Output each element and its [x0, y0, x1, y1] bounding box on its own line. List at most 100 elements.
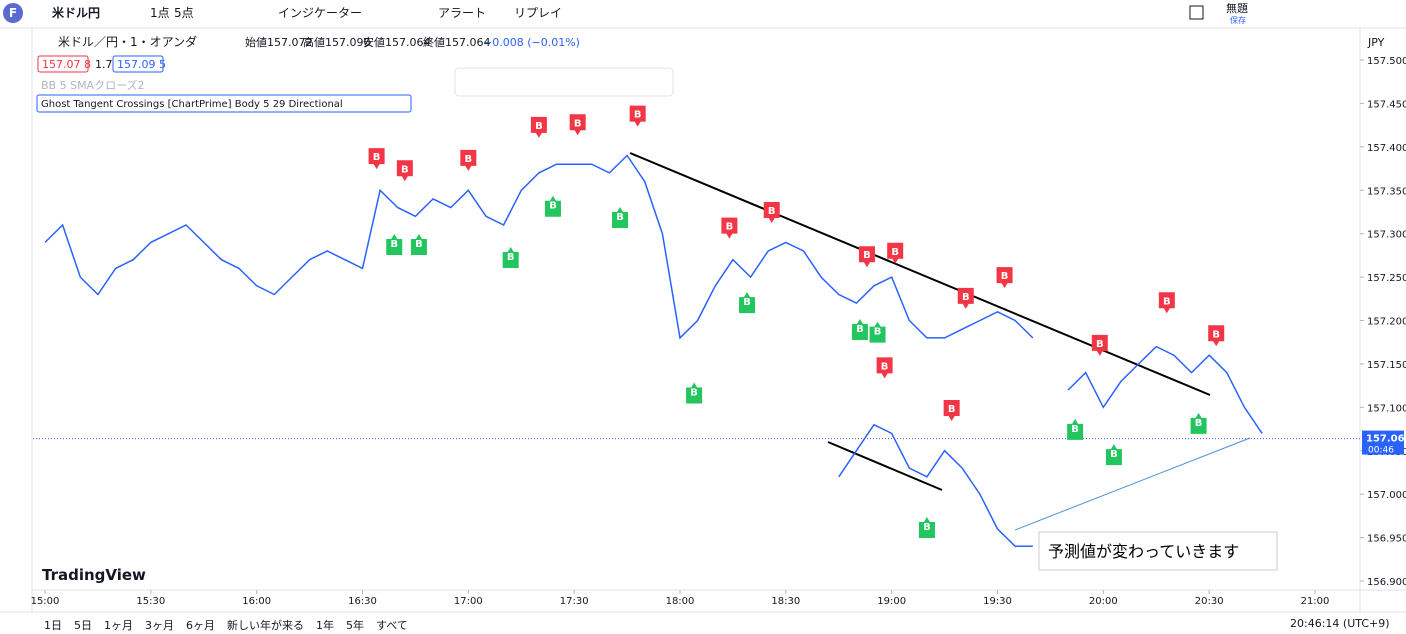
- clock: 20:46:14 (UTC+9): [1290, 617, 1390, 630]
- signal-label: B: [390, 239, 398, 250]
- x-tick-label: 16:30: [348, 596, 377, 607]
- sell-signal: [1208, 325, 1225, 347]
- buy-signal: [1190, 412, 1207, 434]
- buy-signal: [612, 207, 629, 229]
- range-button[interactable]: 新しい年が来る: [227, 618, 304, 632]
- signal-label: B: [415, 239, 423, 250]
- signal-label: B: [373, 152, 381, 163]
- sell-signal: [1091, 334, 1108, 356]
- y-tick-label: 157.200: [1367, 317, 1406, 328]
- arrow-line: [1014, 437, 1251, 531]
- layout-name[interactable]: 無題: [1226, 1, 1248, 15]
- countdown: 00:46: [1368, 446, 1394, 456]
- avatar[interactable]: [3, 3, 23, 23]
- signal-label: B: [574, 118, 582, 129]
- interval[interactable]: 5点: [174, 6, 194, 20]
- range-button[interactable]: 1年: [316, 618, 334, 632]
- drawing-toolbar[interactable]: [454, 67, 674, 97]
- y-tick-label: 157.100: [1367, 403, 1406, 414]
- replay-button[interactable]: リプレイ: [514, 6, 562, 20]
- avatar-letter: F: [9, 6, 17, 20]
- sell-signal: [629, 105, 646, 127]
- signal-label: B: [507, 252, 515, 263]
- buy-signal: [918, 517, 935, 539]
- signal-label: B: [549, 201, 557, 212]
- signal-label: B: [535, 121, 543, 132]
- checkbox[interactable]: [1189, 5, 1204, 20]
- signal-label: B: [948, 404, 956, 415]
- sell-box[interactable]: [37, 55, 89, 73]
- ohlc-high: 高値157.090: [303, 35, 371, 49]
- signal-label: B: [743, 297, 751, 308]
- signal-label: B: [616, 212, 624, 223]
- buy-signal: [545, 195, 561, 217]
- signal-label: B: [891, 247, 899, 258]
- buy-signal: [410, 233, 427, 255]
- symbol-search[interactable]: 米ドル円: [52, 5, 100, 20]
- sell-signal: [530, 116, 547, 138]
- sell-signal: [569, 114, 586, 136]
- buy-signal: [502, 246, 519, 268]
- signal-label: B: [726, 222, 734, 233]
- buy-signal: [869, 321, 886, 343]
- y-tick-label: 157.150: [1367, 360, 1406, 371]
- sell-signal: [887, 242, 904, 264]
- signal-label: B: [690, 387, 698, 398]
- x-tick-label: 15:00: [31, 596, 60, 607]
- bid: 157.07 8: [42, 58, 91, 71]
- save-label: 保存: [1230, 15, 1246, 25]
- range-button[interactable]: 3ヶ月: [145, 619, 174, 632]
- x-tick-label: 17:30: [560, 596, 589, 607]
- signal-label: B: [1195, 418, 1203, 429]
- indicators-button[interactable]: インジケーター: [278, 6, 362, 20]
- x-tick-label: 15:30: [136, 596, 165, 607]
- signal-label: B: [1096, 339, 1104, 350]
- signal-label: B: [768, 206, 776, 217]
- sell-signal: [368, 148, 385, 170]
- buy-signal: [386, 233, 403, 255]
- interval[interactable]: 1点: [150, 6, 170, 20]
- x-tick-label: 19:30: [983, 596, 1012, 607]
- signal-label: B: [863, 250, 871, 261]
- buy-box[interactable]: [112, 55, 164, 73]
- range-button[interactable]: 5年: [346, 618, 364, 632]
- sell-signal: [460, 149, 477, 171]
- range-button[interactable]: すべて: [376, 619, 408, 632]
- range-button[interactable]: 5日: [74, 619, 92, 632]
- indicator-legend[interactable]: [36, 94, 412, 113]
- y-tick-label: 156.950: [1367, 534, 1406, 545]
- spread: 1.7: [95, 58, 113, 71]
- sell-signal: [943, 399, 960, 421]
- alert-button[interactable]: アラート: [438, 6, 486, 20]
- y-tick-label: 157.400: [1367, 143, 1406, 154]
- x-tick-label: 17:00: [454, 596, 483, 607]
- signal-label: B: [1071, 424, 1079, 435]
- x-tick-label: 19:00: [877, 596, 906, 607]
- current-price-tag: [1362, 430, 1404, 455]
- y-tick-label: 157.300: [1367, 230, 1406, 241]
- currency[interactable]: JPY: [1367, 36, 1385, 49]
- buy-signal: [851, 319, 868, 341]
- sell-signal: [396, 160, 413, 182]
- sell-signal: [721, 217, 738, 239]
- y-tick-label: 157.500: [1367, 56, 1406, 67]
- x-tick-label: 18:30: [771, 596, 800, 607]
- y-tick-label: 157.350: [1367, 186, 1406, 197]
- projection-line: [838, 423, 1033, 548]
- signal-label: B: [1212, 329, 1220, 340]
- signal-label: B: [1110, 449, 1118, 460]
- range-button[interactable]: 1ヶ月: [104, 619, 133, 632]
- range-button[interactable]: 6ヶ月: [186, 619, 215, 632]
- current-price-label: 157.064: [1366, 434, 1406, 445]
- range-button[interactable]: 1日: [44, 619, 62, 632]
- signal-label: B: [1163, 296, 1171, 307]
- signal-label: B: [401, 164, 409, 175]
- indicator-name: Ghost Tangent Crossings [ChartPrime] Bod…: [41, 99, 343, 110]
- y-tick-label: 157.250: [1367, 273, 1406, 284]
- symbol-title: 米ドル／円・1・オアンダ: [58, 34, 197, 49]
- sell-signal: [763, 201, 780, 223]
- buy-signal: [1067, 418, 1084, 440]
- sell-signal: [876, 357, 893, 379]
